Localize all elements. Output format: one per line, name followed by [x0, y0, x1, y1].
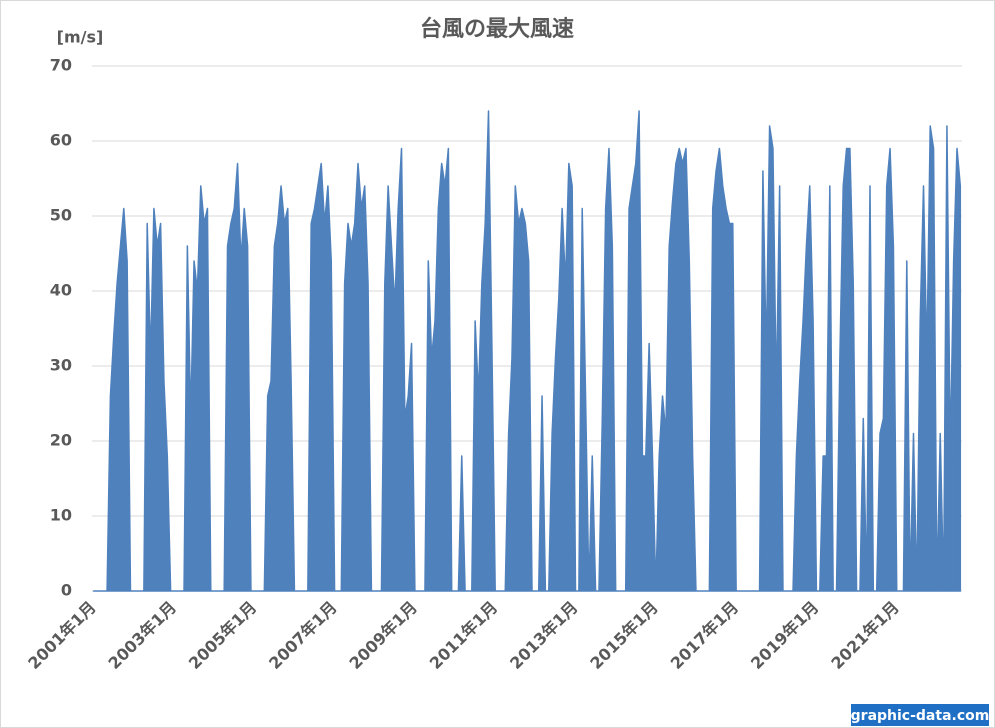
- watermark: graphic-data.com: [851, 708, 990, 724]
- y-tick-label: 70: [50, 56, 72, 75]
- y-tick-label: 60: [50, 131, 72, 150]
- y-tick-label: 20: [50, 431, 72, 450]
- y-axis-label: [m/s]: [57, 28, 104, 47]
- watermark-box: [851, 704, 989, 726]
- y-tick-label: 50: [50, 206, 72, 225]
- y-tick-label: 40: [50, 281, 72, 300]
- y-tick-label: 0: [61, 581, 72, 600]
- chart-title: 台風の最大風速: [420, 16, 574, 42]
- y-tick-label: 10: [50, 506, 72, 525]
- y-tick-label: 30: [50, 356, 72, 375]
- area: [92, 110, 962, 592]
